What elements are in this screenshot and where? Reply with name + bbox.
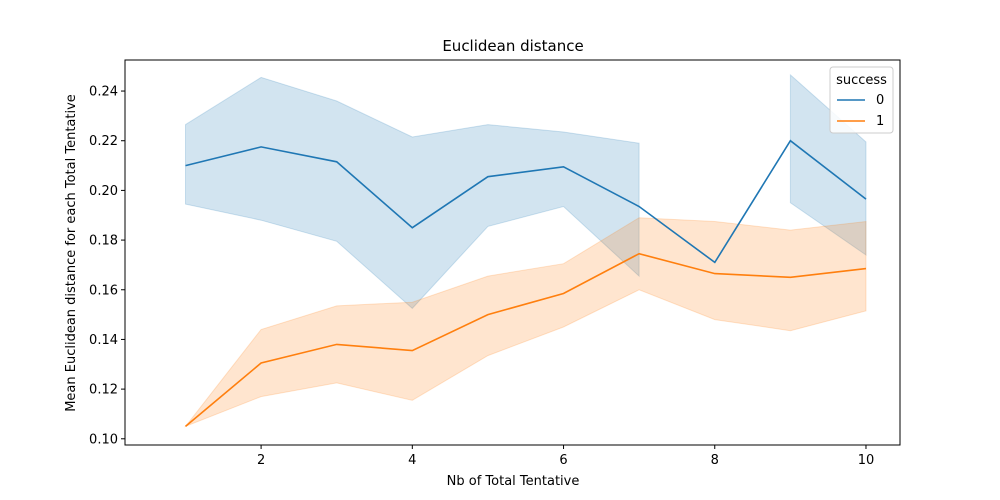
y-tick-label: 0.12 <box>89 383 118 398</box>
x-tick-label: 8 <box>711 453 719 468</box>
y-tick-label: 0.14 <box>89 333 118 348</box>
confidence-bands <box>183 73 867 428</box>
plot-frame <box>124 59 901 446</box>
axes: 2 4 6 8 100.100.120.140.160.180.200.220.24 <box>89 59 901 468</box>
x-tick-label: 6 <box>559 453 567 468</box>
legend: success 0 1 <box>829 66 894 134</box>
x-tick-label: 10 <box>858 453 875 468</box>
legend-title: success <box>836 73 887 88</box>
y-tick-label: 0.16 <box>89 283 118 298</box>
y-tick-label: 0.22 <box>89 134 118 149</box>
line-series-1 <box>184 252 867 428</box>
series-lines <box>184 139 867 428</box>
y-tick-label: 0.10 <box>89 432 118 447</box>
x-axis-label: Nb of Total Tentative <box>447 474 580 489</box>
legend-label-0: 0 <box>876 93 884 108</box>
y-tick-label: 0.24 <box>89 85 118 100</box>
band-series-0-part-0 <box>185 76 640 310</box>
y-axis-label: Mean Euclidean distance for each Total T… <box>64 94 79 412</box>
band-series-1-part-0 <box>183 217 867 428</box>
line-series-0 <box>185 139 867 264</box>
x-tick-label: 2 <box>257 453 265 468</box>
y-tick-label: 0.20 <box>89 184 118 199</box>
x-tick-label: 4 <box>408 453 416 468</box>
legend-label-1: 1 <box>876 114 884 129</box>
chart-title: Euclidean distance <box>442 37 583 55</box>
y-tick-label: 0.18 <box>89 234 118 249</box>
